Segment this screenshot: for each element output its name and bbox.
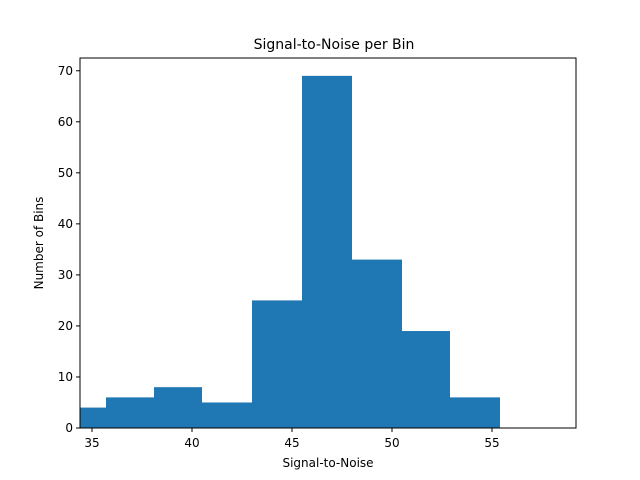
histogram-bar-4 bbox=[202, 402, 252, 428]
y-tick-label: 70 bbox=[58, 64, 73, 78]
plot-frame bbox=[79, 57, 577, 429]
y-axis-ticks: 0 10 20 30 40 50 60 70 bbox=[58, 64, 80, 435]
x-tick-label: 35 bbox=[84, 436, 99, 450]
x-tick-label: 50 bbox=[384, 436, 399, 450]
histogram-bar-9 bbox=[450, 397, 500, 428]
chart-title: Signal-to-Noise per Bin bbox=[254, 37, 415, 53]
x-tick-label: 55 bbox=[484, 436, 499, 450]
histogram-bar-7 bbox=[352, 259, 402, 428]
y-tick-label: 10 bbox=[58, 370, 73, 384]
x-tick-label: 45 bbox=[284, 436, 299, 450]
y-tick-label: 60 bbox=[58, 115, 73, 129]
histogram-bar-5 bbox=[252, 300, 302, 428]
y-tick-label: 40 bbox=[58, 217, 73, 231]
histogram-bar-8 bbox=[402, 331, 450, 428]
y-tick-label: 0 bbox=[65, 421, 73, 435]
x-axis-ticks: 35 40 45 50 55 bbox=[84, 428, 500, 450]
histogram-bar-3 bbox=[154, 387, 202, 428]
histogram-bar-1 bbox=[80, 407, 106, 428]
y-tick-label: 20 bbox=[58, 319, 73, 333]
x-axis-label: Signal-to-Noise bbox=[282, 456, 373, 470]
y-tick-label: 50 bbox=[58, 166, 73, 180]
histogram-bar-2 bbox=[106, 397, 154, 428]
y-axis-label: Number of Bins bbox=[32, 197, 46, 290]
y-tick-label: 30 bbox=[58, 268, 73, 282]
histogram-bar-6 bbox=[302, 75, 352, 429]
bars-group bbox=[80, 75, 500, 429]
x-tick-label: 40 bbox=[184, 436, 199, 450]
